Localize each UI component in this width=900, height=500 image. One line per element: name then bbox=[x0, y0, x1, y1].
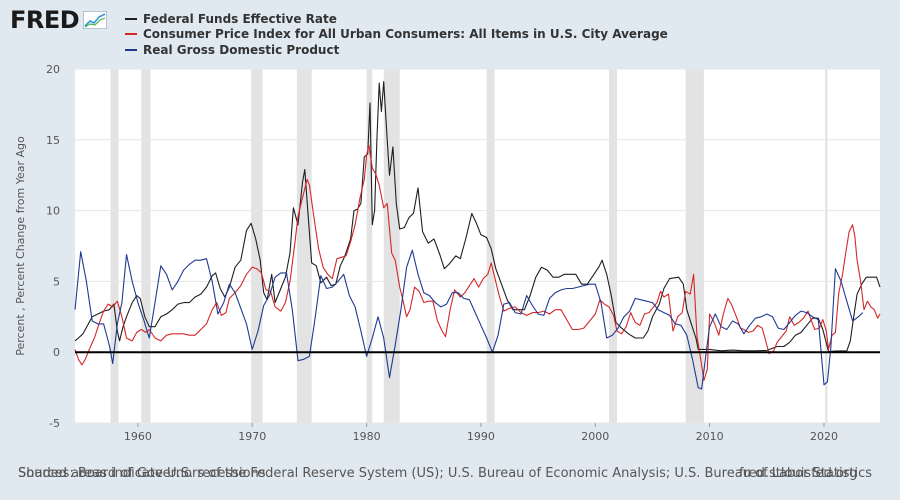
series-line-2 bbox=[74, 249, 864, 390]
y-tick-label: -5 bbox=[49, 417, 60, 430]
y-tick-label: 15 bbox=[46, 134, 60, 147]
legend-label: Real Gross Domestic Product bbox=[143, 42, 340, 57]
plot-background bbox=[75, 69, 880, 423]
x-tick-label: 2010 bbox=[696, 430, 724, 443]
y-tick-label: 10 bbox=[46, 205, 60, 218]
legend-swatch bbox=[125, 17, 137, 20]
x-tick-label: 2020 bbox=[810, 430, 838, 443]
line-chart-icon bbox=[83, 11, 108, 29]
x-tick-label: 1980 bbox=[353, 430, 381, 443]
legend-item[interactable]: Real Gross Domestic Product bbox=[125, 42, 668, 58]
x-tick-label: 2000 bbox=[581, 430, 609, 443]
logo-text: FRED bbox=[10, 6, 80, 34]
x-tick-label: 1990 bbox=[467, 430, 495, 443]
recession-band bbox=[296, 69, 312, 423]
recession-band bbox=[366, 69, 373, 423]
recession-band bbox=[110, 69, 119, 423]
legend-item[interactable]: Federal Funds Effective Rate bbox=[125, 11, 668, 27]
legend-item[interactable]: Consumer Price Index for All Urban Consu… bbox=[125, 27, 668, 43]
recession-band bbox=[825, 69, 828, 423]
legend-label: Consumer Price Index for All Urban Consu… bbox=[143, 27, 668, 42]
y-tick-label: 20 bbox=[46, 63, 60, 76]
sources-note: Sources: Board of Governors of the Feder… bbox=[18, 466, 873, 481]
x-tick-label: 1960 bbox=[124, 430, 152, 443]
y-tick-label: 5 bbox=[53, 275, 60, 288]
fred-logo[interactable]: FRED bbox=[10, 6, 108, 34]
recession-band bbox=[685, 69, 704, 423]
y-axis-label: Percent , Percent Change from Year Ago bbox=[14, 136, 27, 356]
series-line-0 bbox=[74, 81, 881, 353]
x-tick-label: 1970 bbox=[238, 430, 266, 443]
source-url-link[interactable]: fred.stlouisfed.org bbox=[739, 466, 858, 481]
legend-swatch bbox=[125, 48, 137, 51]
recession-note: Shaded areas indicate U.S. recessions bbox=[18, 466, 266, 481]
y-tick-label: 0 bbox=[53, 346, 60, 359]
chart-legend: Federal Funds Effective Rate Consumer Pri… bbox=[125, 11, 668, 58]
recession-band bbox=[383, 69, 400, 423]
recession-band bbox=[141, 69, 151, 423]
legend-label: Federal Funds Effective Rate bbox=[143, 11, 337, 26]
recession-band bbox=[608, 69, 618, 423]
legend-swatch bbox=[125, 33, 137, 36]
